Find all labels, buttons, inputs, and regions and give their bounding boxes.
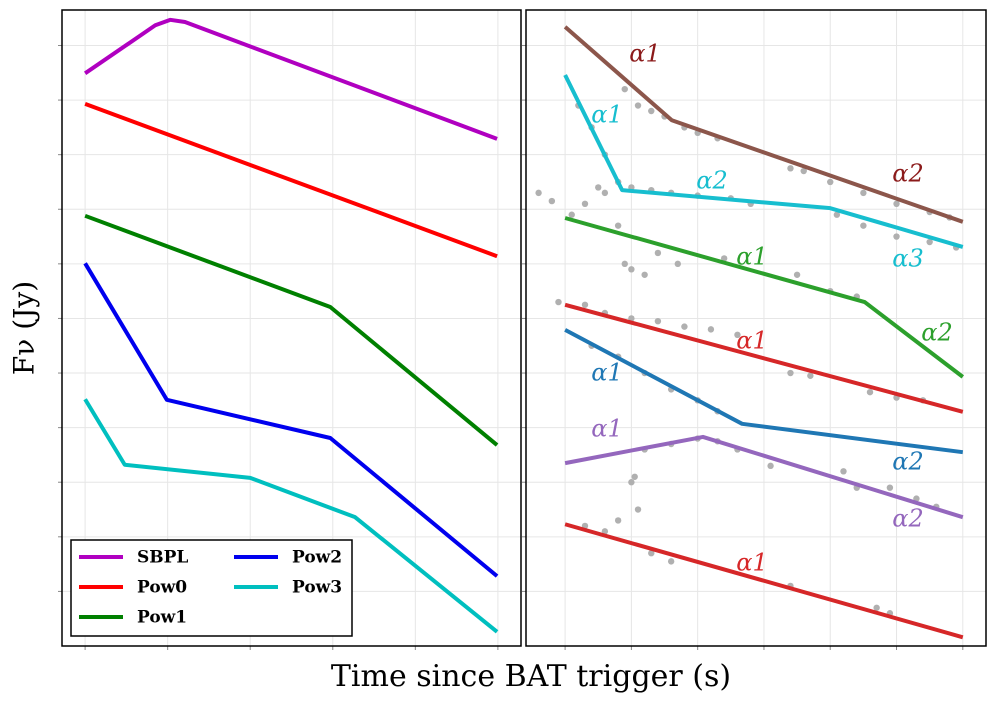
data-point (787, 369, 794, 377)
data-point (720, 255, 728, 262)
data-point (581, 301, 589, 308)
legend-label: Pow0 (137, 578, 187, 598)
data-point (601, 189, 609, 197)
data-point (595, 184, 602, 191)
data-point (555, 298, 562, 306)
data-point (667, 558, 675, 565)
data-point (621, 85, 628, 93)
data-point (614, 222, 622, 229)
data-point (648, 549, 655, 557)
data-point (926, 238, 933, 246)
data-point (614, 517, 622, 524)
annotation: α2 (892, 448, 923, 476)
data-point (827, 178, 834, 186)
line-series (564, 302, 964, 414)
data-point (641, 271, 648, 278)
data-point (568, 211, 575, 218)
data-point (886, 484, 894, 491)
data-point (860, 222, 867, 229)
line-series (83, 398, 499, 634)
data-point (787, 165, 794, 172)
legend-label: Pow2 (292, 548, 342, 568)
legend-label: SBPL (137, 548, 188, 568)
line-series (563, 74, 964, 249)
data-point (674, 260, 681, 268)
data-point (628, 266, 635, 273)
data-point (601, 528, 609, 535)
data-point (648, 107, 655, 115)
annotation: α2 (696, 167, 727, 195)
annotation: α3 (892, 245, 923, 273)
data-point (628, 315, 635, 322)
data-point (866, 388, 874, 396)
data-point (634, 506, 642, 513)
data-point (807, 372, 814, 379)
annotation: α1 (591, 415, 622, 443)
data-point (833, 211, 841, 218)
legend: SBPL Pow0 Pow1 Pow2 Pow3 (70, 539, 353, 637)
annotation: α1 (736, 243, 767, 271)
line-series (84, 102, 498, 259)
data-point (873, 604, 880, 611)
line-series (564, 216, 965, 379)
legend-label: Pow1 (137, 608, 187, 628)
panel-frame (61, 9, 522, 647)
data-point (734, 331, 741, 339)
annotation: α2 (921, 319, 952, 347)
data-point (767, 462, 774, 470)
data-point (654, 249, 662, 257)
line-series (83, 17, 498, 141)
data-point (634, 102, 642, 109)
annotation: α1 (736, 327, 767, 355)
panel-frame (525, 9, 987, 647)
data-point (860, 189, 867, 197)
data-point (913, 495, 920, 502)
annotation: α1 (629, 40, 660, 68)
data-point (800, 167, 807, 175)
line-series (564, 522, 964, 640)
y-axis-label: Fν (Jy) (8, 281, 41, 375)
line-series (564, 328, 964, 455)
data-point (548, 197, 556, 205)
data-point (654, 317, 662, 325)
plot-area (526, 10, 986, 646)
data-point (840, 468, 847, 475)
plot-area (62, 10, 521, 646)
annotation: α2 (892, 160, 923, 188)
data-point (793, 271, 801, 278)
data-point (681, 323, 688, 330)
data-point (893, 200, 900, 208)
line-series (83, 262, 499, 578)
annotation: α1 (591, 101, 622, 129)
data-point (581, 200, 589, 208)
line-series (84, 213, 499, 447)
annotation: α1 (736, 549, 767, 577)
legend-label: Pow3 (292, 578, 342, 598)
line-series (563, 25, 964, 224)
x-axis-label: Time since BAT trigger (s) (331, 659, 731, 694)
annotation: α2 (892, 505, 923, 533)
data-point (621, 260, 628, 268)
data-point (893, 233, 900, 240)
annotation: α1 (591, 359, 622, 387)
data-point (628, 479, 635, 486)
line-series (564, 434, 964, 520)
data-point (535, 189, 542, 197)
data-point (707, 326, 715, 333)
data-point (631, 473, 638, 480)
